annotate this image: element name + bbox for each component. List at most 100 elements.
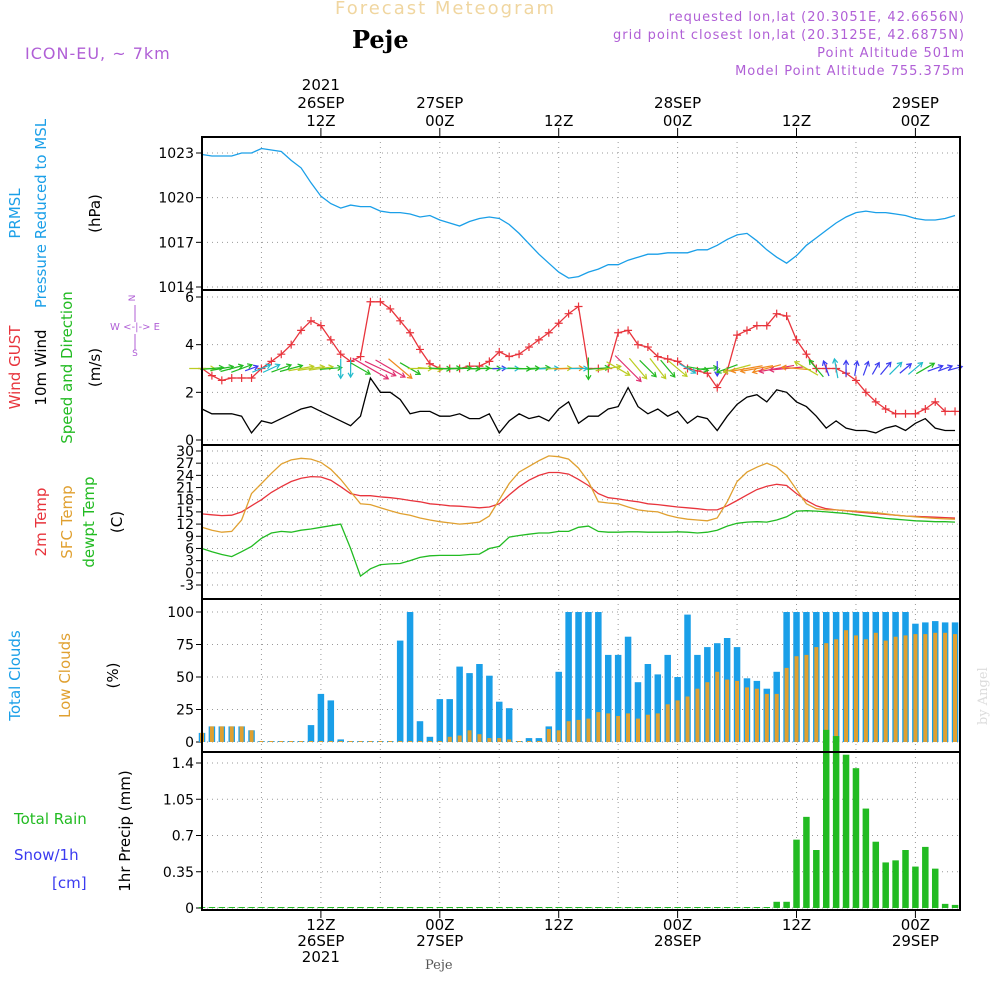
gust-marker: [386, 304, 395, 313]
bar-total-rain: [367, 907, 374, 908]
gust-marker: [297, 326, 306, 335]
bar-low-clouds: [437, 741, 442, 742]
y-tick-label: 0.35: [163, 865, 194, 881]
gust-marker: [792, 335, 801, 344]
y-axis-label: 10m Wind: [32, 329, 50, 405]
bar-total-rain: [793, 839, 800, 908]
gust-marker: [861, 388, 870, 397]
bar-total-rain: [604, 907, 612, 908]
y-tick-label: 1.4: [172, 756, 194, 772]
gust-marker: [633, 340, 642, 349]
y-axis-label: 1hr Precip (mm): [116, 770, 134, 891]
bar-low-clouds: [417, 741, 422, 742]
bar-low-clouds: [913, 634, 918, 742]
wind-arrow: [288, 365, 314, 372]
gust-marker: [772, 309, 781, 318]
footer-location: Peje: [425, 958, 453, 973]
y-tick-label: 0.7: [172, 829, 194, 845]
series-line-sfc-temp: [201, 455, 956, 533]
wind-arrow: [937, 365, 953, 372]
bar-total-rain: [565, 907, 572, 908]
gust-marker: [941, 407, 950, 416]
series-line-2m-temp: [201, 471, 956, 519]
wind-arrow: [889, 361, 903, 376]
wind-arrow-head: [768, 366, 775, 373]
bar-low-clouds: [764, 693, 769, 742]
gust-marker: [851, 376, 860, 385]
wind-arrow: [350, 362, 371, 375]
bar-total-rain: [535, 907, 543, 908]
bar-low-clouds: [487, 738, 492, 742]
bar-total-rain: [575, 907, 582, 908]
bar-low-clouds: [427, 741, 432, 742]
bar-total-clouds: [486, 675, 493, 742]
bar-total-clouds: [466, 673, 473, 742]
gust-marker: [287, 340, 296, 349]
wind-arrow-head: [437, 366, 444, 373]
wind-arrow: [649, 358, 667, 379]
bar-total-rain: [545, 907, 553, 908]
wind-arrow: [907, 362, 923, 375]
bar-low-clouds: [219, 726, 224, 742]
bar-low-clouds: [596, 712, 601, 742]
bar-total-clouds: [476, 664, 483, 742]
bar-low-clouds: [408, 741, 413, 742]
time-tick-label: 12Z: [782, 112, 811, 130]
bar-total-rain: [624, 907, 632, 908]
bar-total-rain: [832, 736, 840, 908]
bar-total-rain: [248, 907, 255, 908]
wind-arrow: [716, 364, 738, 373]
bar-low-clouds: [725, 679, 730, 742]
y-tick-label: 1014: [158, 280, 194, 296]
wind-arrow-head: [274, 363, 281, 370]
time-tick-label: 12Z: [544, 916, 573, 934]
bar-total-clouds: [624, 636, 632, 742]
bar-low-clouds: [844, 630, 849, 742]
wind-arrow-head: [399, 372, 406, 378]
bar-low-clouds: [259, 741, 264, 742]
gust-marker: [782, 312, 791, 321]
bar-total-rain: [496, 907, 503, 908]
model-label: ICON-EU, ~ 7km: [25, 44, 171, 63]
y-tick-label: 1.05: [163, 792, 194, 808]
bar-total-rain: [268, 907, 275, 908]
legend-item: [cm]: [52, 874, 87, 892]
bar-low-clouds: [318, 741, 323, 742]
bar-low-clouds: [556, 730, 561, 742]
y-tick-label: 9: [185, 529, 194, 545]
y-tick-label: 0: [185, 433, 194, 449]
bar-total-rain: [396, 907, 404, 908]
gust-marker: [267, 357, 276, 366]
legend-item: Snow/1h: [14, 846, 79, 864]
gust-marker: [326, 335, 335, 344]
wind-arrow: [759, 364, 795, 373]
bar-low-clouds: [447, 736, 452, 742]
time-tick-label: 28SEP: [654, 932, 701, 950]
gust-marker: [515, 350, 524, 359]
time-tick-label: 00Z: [901, 916, 930, 934]
y-tick-label: 0: [185, 901, 194, 917]
wind-arrow-head: [874, 361, 880, 368]
bar-low-clouds: [923, 634, 928, 742]
y-tick-label: 2: [185, 385, 194, 401]
time-tick-label: 00Z: [663, 916, 692, 934]
wind-arrow: [231, 364, 253, 373]
wind-arrow: [210, 365, 234, 372]
bar-total-rain: [436, 907, 444, 908]
wind-arrow-head: [415, 369, 422, 375]
bar-total-rain: [951, 904, 959, 908]
bar-total-rain: [902, 850, 909, 908]
bar-total-clouds: [406, 612, 414, 742]
bar-total-clouds: [634, 682, 642, 742]
gust-marker: [415, 345, 424, 354]
bar-total-clouds: [337, 739, 344, 742]
panel-5: 0 0.35 0.7 1.05 1.4 1hr Precip (mm) Total Rain…: [13, 729, 961, 917]
wind-arrow-head: [842, 359, 850, 366]
grid-point-coordinates: grid point closest lon,lat (20.3125E, 42…: [613, 28, 965, 43]
bar-low-clouds: [834, 639, 839, 742]
bar-total-rain: [644, 907, 652, 908]
gust-marker: [713, 383, 722, 392]
wind-arrow-head: [864, 360, 870, 367]
bar-low-clouds: [883, 640, 888, 742]
